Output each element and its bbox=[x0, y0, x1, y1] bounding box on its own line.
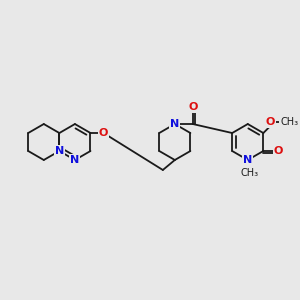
Text: CH₃: CH₃ bbox=[280, 117, 298, 127]
Text: N: N bbox=[55, 146, 64, 156]
Text: N: N bbox=[243, 155, 252, 165]
Text: CH₃: CH₃ bbox=[241, 168, 259, 178]
Text: O: O bbox=[99, 128, 108, 138]
Text: N: N bbox=[70, 155, 80, 165]
Text: O: O bbox=[266, 117, 275, 127]
Text: O: O bbox=[274, 146, 283, 156]
Text: N: N bbox=[170, 119, 179, 129]
Text: O: O bbox=[188, 102, 197, 112]
